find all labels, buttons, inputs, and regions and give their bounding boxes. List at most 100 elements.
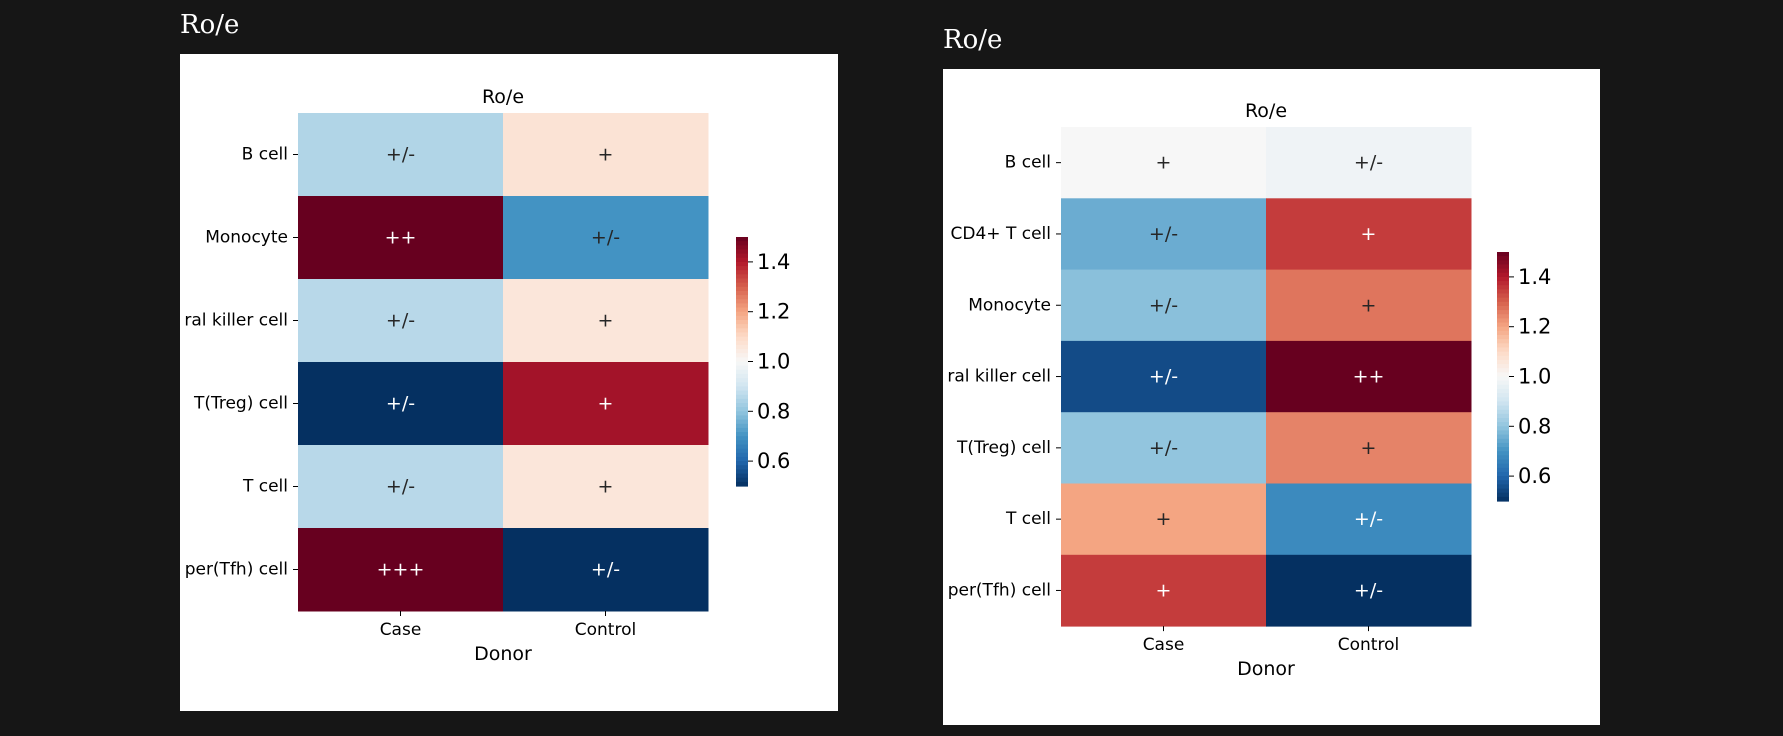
panel-2-figure: + +/- +/- + +/- + +/- ++ +/- + + +/- + +/- Ro/e B cell C… xyxy=(943,69,1600,725)
colorbar-segment xyxy=(1497,488,1509,494)
cell-annotation: +/- xyxy=(591,227,620,249)
colorbar-segment xyxy=(736,303,748,309)
heatmap-cell xyxy=(503,279,709,363)
colorbar-segment xyxy=(736,361,748,367)
cell-annotation: +/- xyxy=(386,393,415,415)
colorbar-tick-label: 1.4 xyxy=(757,250,790,274)
x-axis-label: Donor xyxy=(474,643,532,665)
cell-annotation: + xyxy=(1156,508,1172,530)
colorbar-segment xyxy=(1497,285,1509,290)
colorbar-segment xyxy=(1497,380,1509,386)
colorbar-segment xyxy=(736,295,748,300)
colorbar-tick-label: 1.0 xyxy=(1518,365,1551,389)
heatmap-cell xyxy=(1266,554,1472,627)
x-tick-label: Control xyxy=(575,620,636,640)
colorbar-segment xyxy=(736,344,748,350)
colorbar-segment xyxy=(736,328,748,334)
colorbar-segment xyxy=(736,365,748,371)
colorbar-segment xyxy=(736,282,748,288)
colorbar-segment xyxy=(736,481,748,487)
cell-annotation: +/- xyxy=(1149,366,1178,388)
colorbar-segment xyxy=(1497,413,1509,419)
colorbar-segment xyxy=(1497,330,1509,336)
cell-annotation: + xyxy=(1156,152,1172,174)
y-tick-label: T cell xyxy=(242,477,288,497)
heatmap-cell xyxy=(1266,412,1472,484)
colorbar-segment xyxy=(736,378,748,383)
colorbar-segment xyxy=(1497,401,1509,407)
y-tick-label: per(Tfh) cell xyxy=(185,560,288,580)
cell-annotation: + xyxy=(1361,223,1377,245)
colorbar-segment xyxy=(736,390,748,396)
colorbar-segment xyxy=(1497,364,1509,369)
colorbar-segment xyxy=(736,290,748,296)
colorbar-tick-label: 1.4 xyxy=(1518,265,1551,289)
colorbar-segment xyxy=(736,311,748,317)
cell-annotation: + xyxy=(1361,437,1377,459)
x-axis-label: Donor xyxy=(1237,658,1295,680)
heatmap-cell xyxy=(298,445,504,529)
colorbar-segment xyxy=(736,307,748,313)
colorbar-segment xyxy=(1497,326,1509,332)
heatmap-cell xyxy=(503,362,709,446)
cell-annotation: +/- xyxy=(1354,152,1383,174)
colorbar-segment xyxy=(1497,409,1509,415)
colorbar-segment xyxy=(1497,351,1509,357)
cell-annotation: + xyxy=(1361,294,1377,316)
panel-2-heading: Ro/e xyxy=(943,25,1003,55)
colorbar-segment xyxy=(736,386,748,392)
colorbar-segment xyxy=(736,257,748,263)
cell-annotation: +/- xyxy=(1354,579,1383,601)
colorbar-tick-label: 1.2 xyxy=(1518,315,1551,339)
colorbar-tick-label: 1.0 xyxy=(757,350,790,374)
colorbar-segment xyxy=(736,261,748,267)
y-tick-label: ral killer cell xyxy=(184,311,288,331)
colorbar-segment xyxy=(1497,347,1509,353)
colorbar-segment xyxy=(736,465,748,470)
colorbar-segment xyxy=(1497,339,1509,344)
heatmap-chart-1: +/- +++ +/-+/- ++/- ++/- ++++ +/-Ro/eB cellMon… xyxy=(184,86,790,665)
colorbar-segment xyxy=(1497,355,1509,361)
chart-title: Ro/e xyxy=(482,86,524,108)
colorbar-segment xyxy=(1497,476,1509,481)
cell-annotation: + xyxy=(598,393,614,415)
cell-annotation: + xyxy=(598,144,614,166)
colorbar-segment xyxy=(1497,405,1509,411)
colorbar-segment xyxy=(1497,359,1509,365)
colorbar-segment xyxy=(736,440,748,446)
y-tick-label: B cell xyxy=(242,145,288,165)
colorbar-segment xyxy=(1497,447,1509,452)
heatmap-cell xyxy=(298,196,504,280)
cell-annotation: +/- xyxy=(386,310,415,332)
colorbar-segment xyxy=(736,357,748,363)
heatmap-cell xyxy=(503,113,709,197)
colorbar-segment xyxy=(736,452,748,458)
colorbar-segment xyxy=(1497,451,1509,456)
colorbar-segment xyxy=(736,299,748,304)
colorbar-segment xyxy=(1497,430,1509,436)
heatmap-cell xyxy=(503,196,709,280)
colorbar-segment xyxy=(1497,467,1509,473)
colorbar-segment xyxy=(736,249,748,255)
heatmap-cell xyxy=(1061,198,1267,271)
colorbar-segment xyxy=(1497,310,1509,315)
x-tick-label: Case xyxy=(380,620,422,640)
colorbar-segment xyxy=(736,456,748,462)
colorbar-segment xyxy=(1497,463,1509,469)
heatmap-cell xyxy=(1061,269,1267,342)
colorbar-segment xyxy=(736,415,748,421)
panel-1-figure: +/- + ++ +/- +/- + +/- + +/- + +++ +/- Ro/e B cell Mon… xyxy=(180,54,838,711)
chart-title: Ro/e xyxy=(1245,100,1287,122)
colorbar-segment xyxy=(1497,442,1509,448)
heatmap-cell xyxy=(298,113,504,197)
cell-annotation: + xyxy=(598,310,614,332)
colorbar-segment xyxy=(1497,492,1509,498)
colorbar-segment xyxy=(736,432,748,437)
colorbar-segment xyxy=(1497,272,1509,278)
colorbar-segment xyxy=(736,237,748,242)
y-tick-label: T(Treg) cell xyxy=(956,438,1051,458)
cell-annotation: +/- xyxy=(386,476,415,498)
colorbar-segment xyxy=(1497,322,1509,328)
cell-annotation: + xyxy=(598,476,614,498)
colorbar-segment xyxy=(736,373,748,379)
